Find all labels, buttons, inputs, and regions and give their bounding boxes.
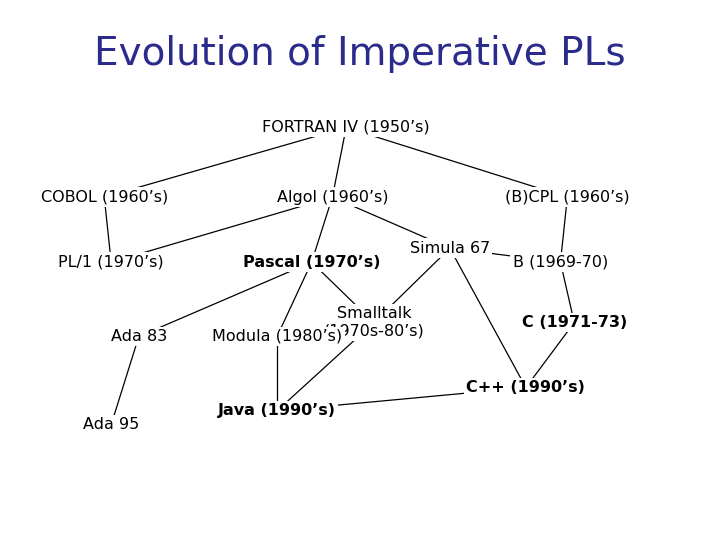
Text: Java (1990’s): Java (1990’s) bbox=[218, 403, 336, 418]
Text: (B)CPL (1960’s): (B)CPL (1960’s) bbox=[505, 190, 630, 205]
Text: Simula 67: Simula 67 bbox=[410, 241, 490, 256]
Text: Ada 83: Ada 83 bbox=[111, 329, 167, 344]
Text: C++ (1990’s): C++ (1990’s) bbox=[467, 380, 585, 395]
Text: C (1971-73): C (1971-73) bbox=[522, 315, 627, 330]
Text: Smalltalk
(1970s-80’s): Smalltalk (1970s-80’s) bbox=[323, 306, 424, 339]
Text: Pascal (1970’s): Pascal (1970’s) bbox=[243, 255, 380, 269]
Text: PL/1 (1970’s): PL/1 (1970’s) bbox=[58, 255, 164, 269]
Text: Modula (1980’s): Modula (1980’s) bbox=[212, 329, 342, 344]
Text: Evolution of Imperative PLs: Evolution of Imperative PLs bbox=[94, 35, 626, 73]
Text: FORTRAN IV (1950’s): FORTRAN IV (1950’s) bbox=[262, 120, 430, 135]
Text: Algol (1960’s): Algol (1960’s) bbox=[276, 190, 388, 205]
Text: B (1969-70): B (1969-70) bbox=[513, 255, 608, 269]
Text: COBOL (1960’s): COBOL (1960’s) bbox=[40, 190, 168, 205]
Text: Ada 95: Ada 95 bbox=[83, 417, 139, 432]
